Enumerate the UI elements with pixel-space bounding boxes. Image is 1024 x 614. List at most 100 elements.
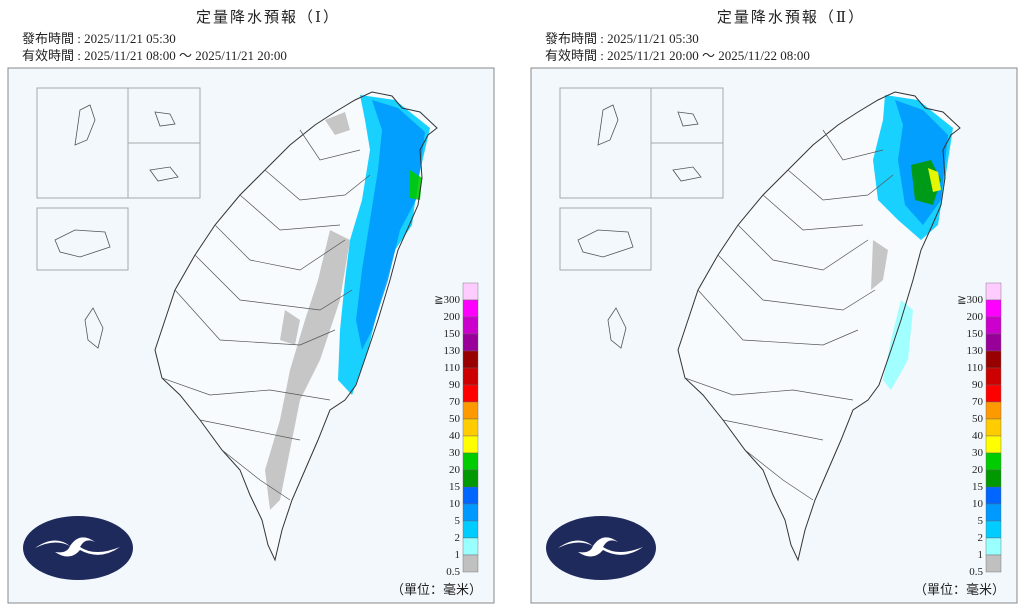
legend-swatch xyxy=(985,418,1002,437)
county-border xyxy=(762,194,864,231)
rain-area xyxy=(265,230,350,510)
legend-label: 20 xyxy=(449,464,461,476)
legend-swatch xyxy=(462,282,479,301)
legend-label: 0.5 xyxy=(969,566,983,578)
issue-time: 發布時間 : 2025/11/21 05:30 xyxy=(22,31,176,46)
island xyxy=(672,166,702,182)
legend-label: 70 xyxy=(449,396,461,408)
legend-swatch xyxy=(462,520,479,539)
island xyxy=(677,111,699,127)
county-border xyxy=(722,419,824,441)
unit-label: （單位：毫米） xyxy=(391,582,482,597)
island xyxy=(154,111,176,127)
island xyxy=(577,229,634,258)
issue-time: 發布時間 : 2025/11/21 05:30 xyxy=(545,31,699,46)
county-border xyxy=(299,129,361,161)
legend-label: 200 xyxy=(444,311,461,323)
island xyxy=(84,307,104,349)
legend-swatch xyxy=(462,452,479,471)
legend-label: 30 xyxy=(972,447,984,459)
legend-swatch xyxy=(462,418,479,437)
legend-swatch xyxy=(985,469,1002,488)
legend-label: 50 xyxy=(972,413,984,425)
county-border xyxy=(214,224,346,271)
legend-label: 15 xyxy=(449,481,461,493)
legend-label: 20 xyxy=(972,464,984,476)
legend-label: 50 xyxy=(449,413,461,425)
legend-label: 130 xyxy=(967,345,984,357)
legend-swatch xyxy=(985,520,1002,539)
legend-swatch xyxy=(462,469,479,488)
legend-label: 1 xyxy=(978,549,984,561)
legend-swatch xyxy=(985,367,1002,386)
county-border xyxy=(264,169,371,201)
county-border xyxy=(194,254,353,311)
legend-swatch xyxy=(985,401,1002,420)
legend-swatch xyxy=(985,282,1002,301)
legend-swatch xyxy=(462,384,479,403)
forecast-panel: 定量降水預報（Ⅰ） 發布時間 : 2025/11/21 05:30 有效時間 : 2… xyxy=(7,9,495,604)
rain-area xyxy=(410,170,422,200)
county-border xyxy=(697,289,859,346)
county-border xyxy=(221,449,291,501)
island xyxy=(597,104,619,146)
legend-label: 70 xyxy=(972,396,984,408)
legend-swatch xyxy=(985,486,1002,505)
rain-area xyxy=(325,112,350,135)
legend-swatch xyxy=(985,503,1002,522)
county-border xyxy=(717,254,876,311)
legend-label: ≧300 xyxy=(434,294,460,306)
island xyxy=(74,104,96,146)
legend-swatch xyxy=(462,503,479,522)
legend-swatch xyxy=(985,435,1002,454)
legend-swatch xyxy=(985,299,1002,318)
legend-label: 2 xyxy=(455,532,461,544)
county-border xyxy=(199,419,301,441)
county-border xyxy=(684,377,854,401)
legend-label: 5 xyxy=(978,515,984,527)
inset-box xyxy=(559,207,652,271)
legend-swatch xyxy=(462,316,479,335)
inset-box xyxy=(36,207,129,271)
legend-label: 2 xyxy=(978,532,984,544)
rain-area xyxy=(356,100,425,350)
county-border xyxy=(737,224,869,271)
legend-swatch xyxy=(985,384,1002,403)
county-border xyxy=(174,289,336,346)
legend-label: 40 xyxy=(449,430,461,442)
county-border xyxy=(239,194,341,231)
legend-label: 200 xyxy=(967,311,984,323)
legend-label: 110 xyxy=(444,362,461,374)
legend-label: 1 xyxy=(455,549,461,561)
panel-title: 定量降水預報（Ⅱ） xyxy=(717,9,865,26)
county-border xyxy=(787,169,894,201)
logo-swirl xyxy=(35,537,120,557)
legend-swatch xyxy=(985,452,1002,471)
island xyxy=(54,229,111,258)
legend-label: 30 xyxy=(449,447,461,459)
legend-label: 10 xyxy=(972,498,984,510)
legend-label: ≧300 xyxy=(957,294,983,306)
valid-time: 有效時間 : 2025/11/21 20:00 ～ 2025/11/22 08:… xyxy=(545,48,810,63)
legend-swatch xyxy=(462,554,479,573)
legend-swatch xyxy=(985,537,1002,556)
legend-label: 10 xyxy=(449,498,461,510)
legend-swatch xyxy=(462,435,479,454)
inset-box xyxy=(127,142,201,199)
unit-label: （單位：毫米） xyxy=(914,582,1005,597)
legend-label: 5 xyxy=(455,515,461,527)
legend-label: 40 xyxy=(972,430,984,442)
legend-swatch xyxy=(462,486,479,505)
taiwan-outline xyxy=(154,91,438,562)
legend-label: 90 xyxy=(449,379,461,391)
legend-swatch xyxy=(985,333,1002,352)
rain-area xyxy=(280,310,300,345)
legend-swatch xyxy=(462,350,479,369)
legend-swatch xyxy=(462,401,479,420)
panel-title: 定量降水預報（Ⅰ） xyxy=(196,9,340,26)
legend-swatch xyxy=(462,537,479,556)
legend-swatch xyxy=(462,299,479,318)
rain-area xyxy=(871,240,888,290)
county-border xyxy=(822,129,884,161)
